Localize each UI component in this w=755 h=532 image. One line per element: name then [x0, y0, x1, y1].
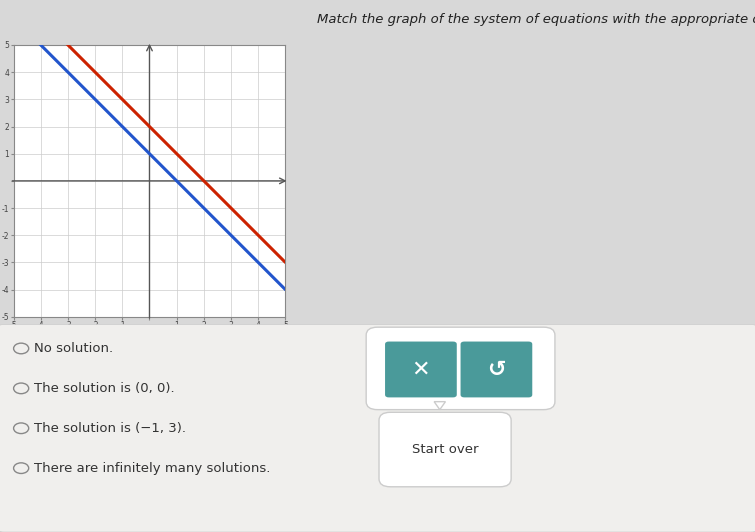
- Text: ✕: ✕: [411, 360, 430, 380]
- Text: The solution is (0, 0).: The solution is (0, 0).: [34, 382, 174, 395]
- Text: Start over: Start over: [411, 443, 479, 456]
- Text: The solution is (−1, 3).: The solution is (−1, 3).: [34, 422, 186, 435]
- Text: No solution.: No solution.: [34, 342, 113, 355]
- Text: There are infinitely many solutions.: There are infinitely many solutions.: [34, 462, 270, 475]
- Text: Match the graph of the system of equations with the appropriate description of t: Match the graph of the system of equatio…: [317, 13, 755, 26]
- Text: ↺: ↺: [487, 360, 506, 380]
